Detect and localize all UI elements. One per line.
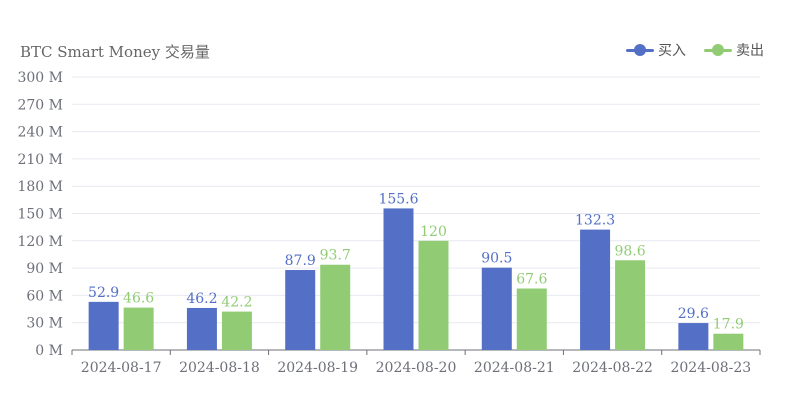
bar-sell[interactable]: [615, 260, 646, 350]
bar-buy[interactable]: [481, 267, 512, 350]
legend-buy-marker-icon: [626, 43, 654, 57]
y-tick-label: 150 M: [17, 207, 63, 223]
bar-buy[interactable]: [88, 301, 119, 350]
data-label-buy: 87.9: [285, 253, 316, 269]
data-label-buy: 132.3: [575, 213, 615, 229]
y-tick-label: 120 M: [17, 234, 63, 250]
y-tick-label: 240 M: [17, 125, 63, 141]
legend-item-buy[interactable]: 买入: [626, 40, 686, 60]
y-tick-label: 300 M: [17, 70, 63, 86]
data-label-sell: 46.6: [123, 291, 154, 307]
legend-item-sell[interactable]: 卖出: [704, 40, 764, 60]
data-label-sell: 67.6: [516, 271, 547, 287]
bar-buy[interactable]: [580, 229, 611, 350]
bar-sell[interactable]: [320, 264, 351, 350]
legend-sell-label: 卖出: [736, 43, 764, 59]
bar-buy[interactable]: [186, 307, 217, 350]
data-label-buy: 155.6: [378, 191, 418, 207]
bar-sell[interactable]: [418, 240, 449, 350]
bar-sell[interactable]: [221, 311, 252, 350]
data-label-sell: 42.2: [221, 295, 252, 311]
bar-buy[interactable]: [678, 323, 709, 350]
legend: 买入 卖出: [626, 40, 764, 60]
data-label-sell: 98.6: [614, 243, 645, 259]
y-tick-label: 90 M: [26, 261, 63, 277]
legend-buy-label: 买入: [658, 43, 686, 59]
y-tick-label: 60 M: [26, 288, 63, 304]
data-label-buy: 52.9: [88, 285, 119, 301]
bar-buy[interactable]: [383, 208, 414, 350]
x-tick-label: 2024-08-18: [179, 360, 260, 376]
y-tick-label: 180 M: [17, 179, 63, 195]
chart-title: BTC Smart Money 交易量: [20, 43, 210, 61]
y-tick-label: 30 M: [26, 316, 63, 332]
bar-sell[interactable]: [123, 307, 154, 350]
y-tick-label: 210 M: [17, 152, 63, 168]
bar-buy[interactable]: [285, 270, 316, 350]
x-tick-label: 2024-08-19: [277, 360, 358, 376]
data-label-buy: 46.2: [186, 291, 217, 307]
data-label-buy: 29.6: [678, 306, 709, 322]
data-label-sell: 17.9: [713, 317, 744, 333]
data-label-buy: 90.5: [481, 251, 512, 267]
data-label-sell: 120: [420, 224, 447, 240]
x-tick-label: 2024-08-21: [474, 360, 555, 376]
x-tick-label: 2024-08-20: [376, 360, 457, 376]
x-tick-label: 2024-08-22: [572, 360, 653, 376]
y-tick-label: 0 M: [35, 343, 63, 359]
x-tick-label: 2024-08-17: [81, 360, 162, 376]
x-tick-label: 2024-08-23: [670, 360, 751, 376]
bar-sell[interactable]: [713, 333, 744, 350]
legend-sell-marker-icon: [704, 43, 732, 57]
data-label-sell: 93.7: [320, 248, 351, 264]
bar-sell[interactable]: [516, 288, 547, 350]
y-tick-label: 270 M: [17, 97, 63, 113]
